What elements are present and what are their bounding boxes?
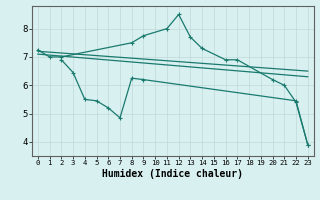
- X-axis label: Humidex (Indice chaleur): Humidex (Indice chaleur): [102, 169, 243, 179]
